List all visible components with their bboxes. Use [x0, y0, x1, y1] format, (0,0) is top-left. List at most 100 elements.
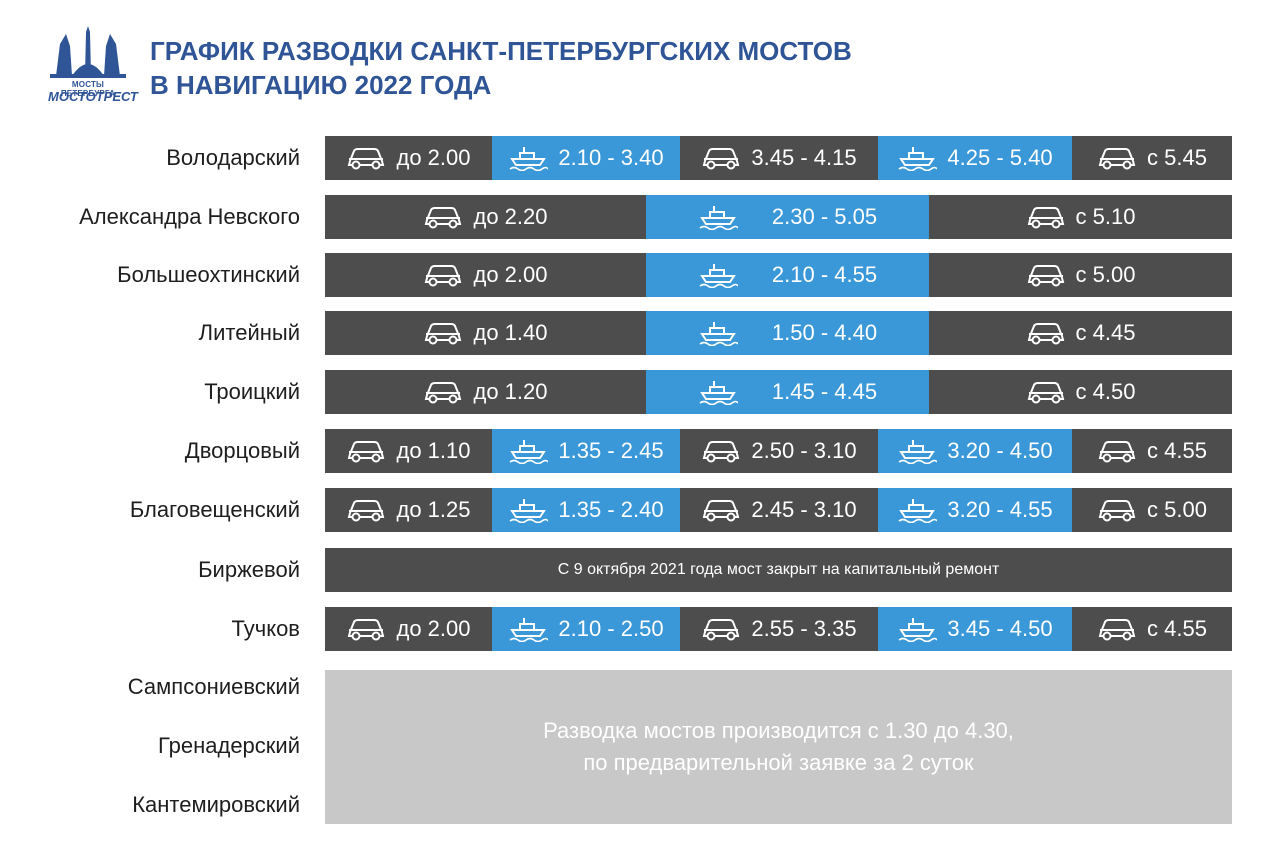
- segment-time: 2.55 - 3.35: [751, 616, 857, 641]
- segment-time: 3.45 - 4.50: [947, 616, 1053, 641]
- traffic-open-segment: с 4.55: [1072, 607, 1232, 651]
- bridge-schedule-bar: до 1.20 1.45 - 4.45 с 4.50: [325, 370, 1232, 414]
- bridge-label: Тучков: [231, 616, 300, 641]
- title-line-2: В НАВИГАЦИЮ 2022 ГОДА: [150, 70, 492, 100]
- bridge-schedule-bar: до 1.40 1.50 - 4.40 с 4.45: [325, 311, 1232, 355]
- bridge-label: Александра Невского: [79, 204, 300, 229]
- note-line-1: Разводка мостов производится с 1.30 до 4…: [543, 718, 1014, 743]
- bridge-label: Кантемировский: [132, 792, 300, 817]
- traffic-open-segment: с 5.10: [929, 195, 1232, 239]
- car-icon: [423, 204, 463, 230]
- segment-time: 2.10 - 4.55: [771, 262, 878, 287]
- page-title: ГРАФИК РАЗВОДКИ САНКТ-ПЕТЕРБУРГСКИХ МОСТ…: [150, 34, 852, 102]
- segment-time: до 1.10: [396, 438, 471, 463]
- bridge-label: Дворцовый: [184, 438, 300, 463]
- bridge-label: Володарский: [166, 145, 300, 170]
- closure-notice: С 9 октября 2021 года мост закрыт на кап…: [325, 548, 1232, 592]
- ship-icon: [698, 379, 739, 406]
- mostotrest-logo: МОСТЫ ПЕТЕРБУРГА МОСТОТРЕСТ: [48, 26, 138, 106]
- car-icon: [346, 497, 386, 523]
- header: МОСТЫ ПЕТЕРБУРГА МОСТОТРЕСТ ГРАФИК РАЗВО…: [40, 20, 1040, 110]
- traffic-open-segment: до 1.20: [325, 370, 646, 414]
- segment-time: 2.10 - 2.50: [558, 616, 664, 641]
- bridge-raised-segment: 2.30 - 5.05: [646, 195, 929, 239]
- ship-icon: [698, 204, 739, 231]
- segment-time: 3.20 - 4.55: [947, 497, 1053, 522]
- segment-time: с 4.55: [1147, 616, 1207, 641]
- traffic-open-segment: 3.45 - 4.15: [680, 136, 878, 180]
- ship-icon: [897, 438, 939, 465]
- traffic-open-segment: до 1.10: [325, 429, 492, 473]
- car-icon: [346, 438, 386, 464]
- bridge-label: Сампсониевский: [127, 674, 300, 699]
- bridge-label: Троицкий: [204, 379, 300, 404]
- segment-time: с 4.45: [1075, 320, 1136, 345]
- bridge-schedule-bar: до 2.00 2.10 - 2.50 2.55 - 3.35 3.45 - 4.50…: [325, 607, 1232, 651]
- segment-time: 3.45 - 4.15: [751, 145, 857, 170]
- title-line-1: ГРАФИК РАЗВОДКИ САНКТ-ПЕТЕРБУРГСКИХ МОСТ…: [150, 36, 852, 66]
- traffic-open-segment: 2.45 - 3.10: [680, 488, 878, 532]
- segment-time: 3.20 - 4.50: [947, 438, 1053, 463]
- car-icon: [1026, 379, 1066, 405]
- ship-icon: [698, 262, 739, 289]
- car-icon: [1097, 438, 1137, 464]
- ship-icon: [508, 145, 550, 172]
- bridge-schedule-bar: до 1.10 1.35 - 2.45 2.50 - 3.10 3.20 - 4.50…: [325, 429, 1232, 473]
- car-icon: [1097, 616, 1137, 642]
- car-icon: [1097, 497, 1137, 523]
- segment-time: 2.50 - 3.10: [751, 438, 857, 463]
- segment-time: 2.30 - 5.05: [771, 204, 878, 229]
- car-icon: [423, 379, 463, 405]
- segment-time: до 2.00: [473, 262, 548, 287]
- traffic-open-segment: с 5.45: [1072, 136, 1232, 180]
- bridge-raised-segment: 2.10 - 2.50: [492, 607, 680, 651]
- traffic-open-segment: до 1.40: [325, 311, 646, 355]
- bridge-label: Благовещенский: [129, 497, 300, 522]
- segment-time: с 4.55: [1147, 438, 1207, 463]
- bridge-schedule-bar: до 2.00 2.10 - 4.55 с 5.00: [325, 253, 1232, 297]
- traffic-open-segment: до 1.25: [325, 488, 492, 532]
- traffic-open-segment: до 2.00: [325, 607, 492, 651]
- traffic-open-segment: с 5.00: [1072, 488, 1232, 532]
- segment-time: 2.10 - 3.40: [558, 145, 664, 170]
- ship-icon: [508, 438, 550, 465]
- traffic-open-segment: до 2.20: [325, 195, 646, 239]
- segment-time: до 1.25: [396, 497, 471, 522]
- segment-time: 1.50 - 4.40: [771, 320, 878, 345]
- ship-icon: [897, 145, 939, 172]
- segment-time: до 1.40: [473, 320, 548, 345]
- segment-time: с 4.50: [1075, 379, 1136, 404]
- car-icon: [423, 320, 463, 346]
- car-icon: [1026, 204, 1066, 230]
- bridge-raised-segment: 2.10 - 3.40: [492, 136, 680, 180]
- car-icon: [701, 616, 741, 642]
- car-icon: [701, 497, 741, 523]
- car-icon: [1026, 262, 1066, 288]
- segment-time: до 1.20: [473, 379, 548, 404]
- car-icon: [1026, 320, 1066, 346]
- segment-time: 2.45 - 3.10: [751, 497, 857, 522]
- segment-time: 1.45 - 4.45: [771, 379, 878, 404]
- segment-time: 1.35 - 2.40: [558, 497, 664, 522]
- bridge-schedule-bar: до 1.25 1.35 - 2.40 2.45 - 3.10 3.20 - 4.55…: [325, 488, 1232, 532]
- bridge-raised-segment: 1.45 - 4.45: [646, 370, 929, 414]
- traffic-open-segment: с 4.45: [929, 311, 1232, 355]
- segment-time: с 5.00: [1075, 262, 1136, 287]
- traffic-open-segment: 2.55 - 3.35: [680, 607, 878, 651]
- car-icon: [346, 145, 386, 171]
- bridge-raised-segment: 1.35 - 2.40: [492, 488, 680, 532]
- ship-icon: [698, 320, 739, 347]
- bridge-label: Литейный: [198, 320, 300, 345]
- bridge-label: Гренадерский: [157, 733, 300, 758]
- segment-time: 1.35 - 2.45: [558, 438, 664, 463]
- segment-time: до 2.00: [396, 145, 471, 170]
- bridge-schedule-bar: до 2.00 2.10 - 3.40 3.45 - 4.15 4.25 - 5.40…: [325, 136, 1232, 180]
- car-icon: [701, 145, 741, 171]
- segment-time: 4.25 - 5.40: [947, 145, 1053, 170]
- traffic-open-segment: с 5.00: [929, 253, 1232, 297]
- logo-bridge-icon: [50, 26, 126, 78]
- traffic-open-segment: 2.50 - 3.10: [680, 429, 878, 473]
- segment-time: с 5.10: [1075, 204, 1136, 229]
- car-icon: [423, 262, 463, 288]
- bridge-label: Большеохтинский: [117, 262, 300, 287]
